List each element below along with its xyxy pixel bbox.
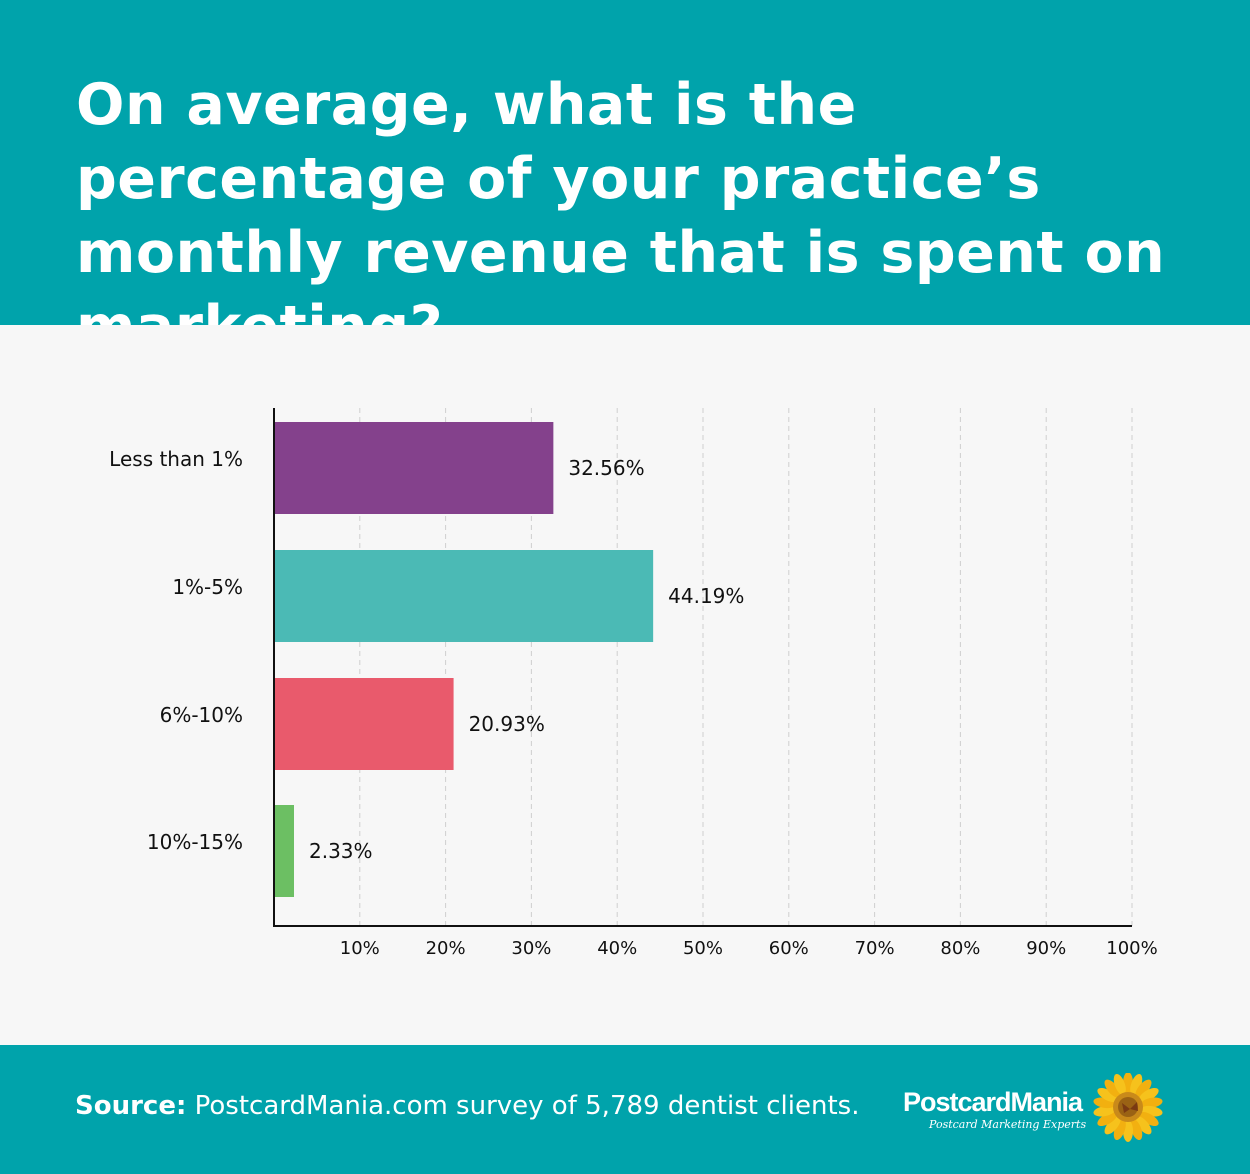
data-label: 20.93% [469, 712, 545, 736]
footer-banner: Source: PostcardMania.com survey of 5,78… [0, 1045, 1250, 1174]
x-tick-label: 10% [340, 938, 380, 959]
postcardmania-logo: PostcardMania Postcard Marketing Experts [903, 1073, 1173, 1153]
bar [274, 678, 454, 770]
data-label: 44.19% [668, 584, 744, 608]
data-label: 32.56% [568, 456, 644, 480]
x-tick-label: 90% [1026, 938, 1066, 959]
data-label: 2.33% [309, 839, 373, 863]
x-tick-label: 70% [855, 938, 895, 959]
bar-chart: 10% 20% 30% 40% 50% 60% 70% 80% 90% 100% 32.56% Les… [109, 408, 1158, 959]
x-tick-label: 100% [1106, 938, 1157, 959]
bar [274, 550, 654, 642]
x-tick-label: 20% [426, 938, 466, 959]
chart-area: 10% 20% 30% 40% 50% 60% 70% 80% 90% 100% 32.56% Les… [0, 325, 1250, 1045]
bar [274, 422, 554, 514]
header-banner: On average, what is the percentage of yo… [0, 0, 1250, 360]
source-note: Source: PostcardMania.com survey of 5,78… [75, 1091, 859, 1121]
x-tick-label: 50% [683, 938, 723, 959]
sunflower-icon [1093, 1073, 1163, 1142]
bar [274, 805, 294, 897]
x-tick-label: 80% [940, 938, 980, 959]
category-label: Less than 1% [109, 447, 243, 471]
x-tick-label: 40% [597, 938, 637, 959]
source-label: Source: [75, 1091, 187, 1121]
x-tick-label: 30% [511, 938, 551, 959]
category-label: 10%-15% [147, 830, 243, 854]
source-text: PostcardMania.com survey of 5,789 dentis… [186, 1091, 860, 1121]
logo-tagline: Postcard Marketing Experts [929, 1118, 1087, 1131]
x-tick-label: 60% [769, 938, 809, 959]
chart-title: On average, what is the percentage of yo… [76, 72, 1166, 360]
logo-wordmark: PostcardMania [903, 1087, 1083, 1117]
category-label: 6%-10% [160, 703, 243, 727]
category-label: 1%-5% [172, 575, 243, 599]
